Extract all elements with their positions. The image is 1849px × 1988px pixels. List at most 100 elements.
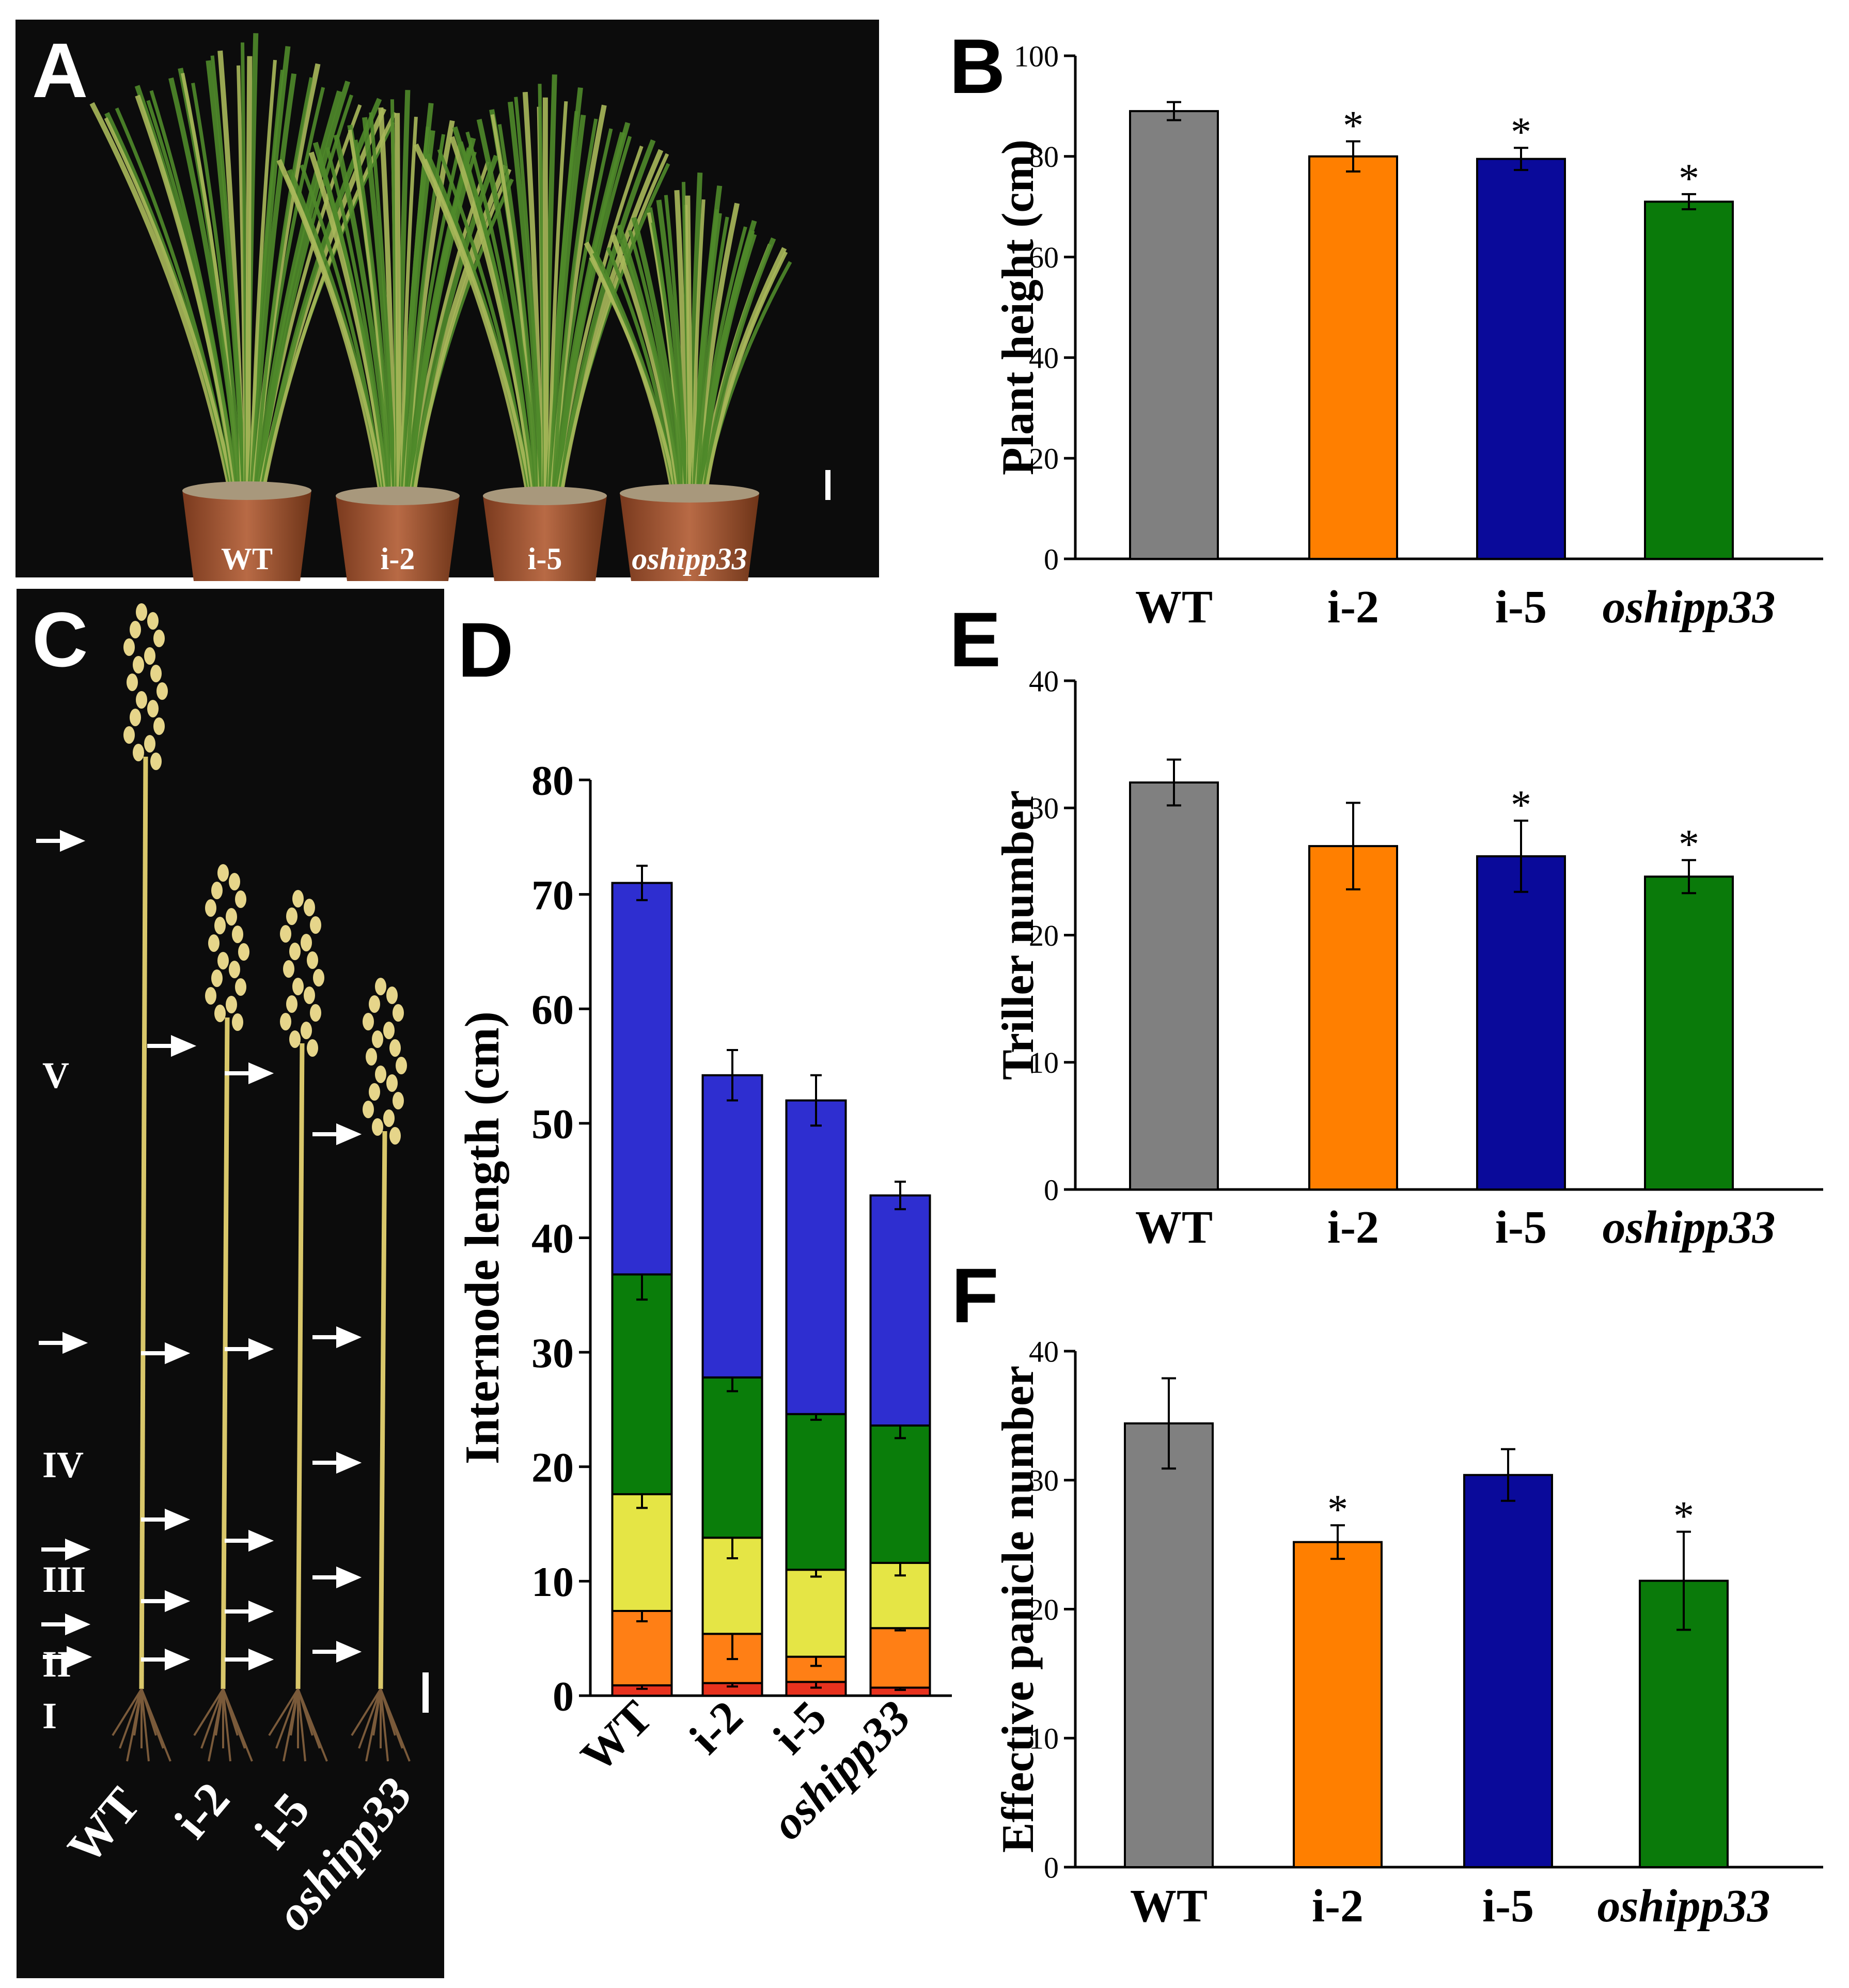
panel-label-e: E (949, 596, 1001, 683)
leaf (191, 83, 244, 496)
panicle-grain (133, 744, 144, 761)
leaf (497, 124, 542, 502)
panicle-grain (208, 934, 220, 952)
y-tick-label: 40 (1029, 1335, 1059, 1368)
y-tick-label: 30 (531, 1329, 574, 1376)
root (380, 1688, 411, 1762)
node-arrow (43, 1646, 92, 1668)
leaf (362, 117, 398, 502)
y-tick-label: 10 (531, 1558, 574, 1605)
leaf (547, 101, 568, 502)
root (372, 1688, 382, 1736)
panicle-grain (301, 1022, 312, 1039)
leaf (651, 222, 686, 499)
pot-label: WT (221, 542, 273, 576)
panicle-grain (393, 1092, 404, 1109)
category-label: i-2 (1327, 1202, 1379, 1253)
panicle-grain (133, 656, 144, 674)
y-tick-label: 10 (1029, 1046, 1059, 1079)
leaf (476, 119, 542, 502)
pot-label: i-5 (528, 542, 562, 576)
bar (1476, 158, 1566, 560)
panicle-grain (211, 882, 223, 899)
y-tick-label: 40 (531, 1215, 574, 1262)
leaf (547, 115, 586, 502)
leaf (656, 199, 690, 499)
pot-labels-a: WT i-2 i-5 oshipp33 (221, 542, 747, 576)
panicle-grain (144, 647, 155, 665)
panicle-grain (396, 1057, 407, 1074)
panicle-grain (238, 943, 249, 961)
node-arrow (225, 1600, 274, 1623)
leaf (395, 113, 402, 502)
panicle-grain (217, 952, 229, 969)
root (119, 1688, 143, 1749)
panicle-grain (310, 1004, 321, 1022)
root (351, 1688, 382, 1736)
root (290, 1688, 299, 1736)
leaf (692, 212, 722, 499)
y-tick-label: 50 (531, 1101, 574, 1148)
y-tick-label: 20 (1029, 1593, 1059, 1626)
panicle-grain (383, 1022, 395, 1039)
panicle-grain (307, 1039, 318, 1057)
category-label: i-2 (1327, 582, 1379, 633)
leaf (146, 100, 240, 496)
root (200, 1688, 224, 1749)
stack-segment (869, 1424, 931, 1564)
panicle-grain (235, 890, 246, 908)
panel-label-b: B (949, 23, 1005, 109)
panicle-grain (136, 603, 147, 621)
panicle-grain (383, 1109, 395, 1127)
root (222, 1688, 253, 1762)
internode-label: IV (42, 1444, 84, 1485)
bar (1293, 1541, 1383, 1868)
scale-bar-c (422, 1672, 429, 1713)
bar (1308, 845, 1398, 1191)
leaf (333, 134, 395, 502)
leaf (249, 73, 297, 496)
leaf (701, 237, 776, 499)
panicle-grain (372, 1118, 383, 1136)
panicle-grain (307, 951, 318, 969)
node-arrow (147, 1035, 197, 1057)
leaf (423, 159, 534, 502)
y-tick-label: 0 (1044, 1851, 1059, 1884)
panicle-grain (386, 987, 398, 1004)
stack-segment (869, 1627, 931, 1689)
y-tick-label: 20 (531, 1444, 574, 1491)
stack-segment (611, 1609, 673, 1687)
node-arrow (312, 1640, 362, 1663)
stem (221, 1017, 230, 1689)
panicle-grain (226, 908, 237, 926)
panicle-grain (369, 1083, 380, 1101)
root (275, 1688, 299, 1749)
bar (1124, 1422, 1214, 1869)
internode-label: V (42, 1055, 69, 1096)
panicle-grain (229, 961, 240, 978)
node-arrow (312, 1566, 362, 1589)
photo-panel-a: WT i-2 i-5 oshipp33 (15, 20, 879, 581)
leaf (631, 216, 686, 499)
stack-segment (611, 882, 673, 1276)
node-arrow (141, 1342, 191, 1365)
y-axis-label: Internode length (cm) (456, 1011, 509, 1464)
stack-segment (785, 1099, 847, 1415)
panicle-grain (283, 960, 294, 978)
leaf (507, 101, 545, 502)
leaf (699, 233, 757, 499)
root (112, 1688, 143, 1736)
rice-plants-a (89, 33, 792, 581)
y-tick-label: 40 (1029, 664, 1059, 698)
node-arrow (141, 1508, 191, 1531)
root (193, 1688, 224, 1736)
leaf (558, 153, 669, 502)
leaf (703, 251, 788, 499)
category-label: i-5 (1495, 1202, 1547, 1253)
panicle-grain (292, 978, 304, 995)
pot-label: i-2 (381, 542, 415, 576)
significance-marker: * (1511, 782, 1531, 828)
